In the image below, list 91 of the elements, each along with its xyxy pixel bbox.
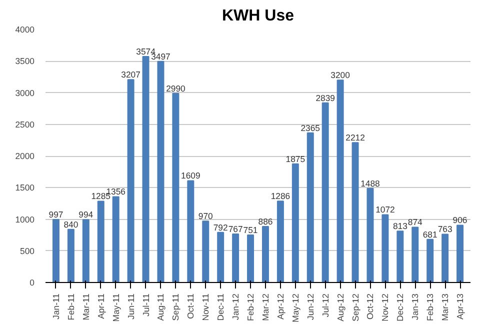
bar	[426, 238, 434, 282]
bar	[217, 232, 224, 282]
bar	[187, 180, 194, 282]
x-tick-label: Mar-11	[80, 293, 91, 320]
bar	[82, 219, 90, 282]
bar	[382, 214, 389, 282]
data-label: 2839	[316, 92, 336, 103]
bar	[292, 163, 299, 282]
x-tick-label: Dec-11	[216, 293, 226, 321]
bar	[276, 200, 284, 282]
data-label: 763	[438, 224, 452, 234]
data-label: 681	[422, 229, 438, 240]
x-tick-label: Feb-12	[246, 293, 256, 321]
y-tick-label: 3000	[15, 88, 35, 98]
data-label: 840	[64, 219, 78, 230]
y-tick-label: 1000	[15, 214, 35, 224]
bar	[232, 233, 240, 282]
x-tick-label: Dec-12	[395, 293, 406, 322]
bar	[322, 102, 329, 282]
data-label: 994	[78, 210, 94, 220]
chart-title: KWH Use	[222, 8, 294, 24]
data-label: 3200	[330, 70, 350, 80]
bar	[142, 56, 150, 282]
data-label: 997	[48, 209, 64, 220]
x-tick-label: Nov-12	[380, 293, 390, 322]
y-tick-label: 3500	[15, 56, 35, 66]
bar	[442, 234, 449, 282]
bar	[262, 226, 269, 282]
data-label: 3207	[121, 70, 141, 80]
x-tick-label: Apr-12	[275, 293, 286, 320]
data-label: 970	[198, 211, 214, 222]
data-label: 3574	[136, 46, 156, 56]
x-tick-label: Mar-13	[440, 293, 450, 321]
x-tick-label: Oct-11	[186, 293, 196, 319]
x-tick-label: Nov-11	[200, 293, 211, 321]
y-tick-label: 0	[30, 278, 35, 288]
x-tick-label: Jun-11	[126, 293, 136, 320]
data-label: 2990	[166, 83, 186, 94]
x-tick-label: Aug-12	[335, 293, 346, 322]
bar	[202, 220, 210, 282]
bar	[456, 224, 464, 282]
x-tick-label: Jan-11	[50, 293, 61, 320]
data-label: 886	[258, 216, 273, 226]
data-label: 1609	[181, 170, 200, 181]
y-tick-label: 1500	[15, 182, 35, 193]
y-tick-label: 500	[20, 246, 35, 256]
bar	[247, 234, 254, 282]
data-label: 2212	[346, 132, 366, 143]
data-label: 906	[452, 215, 468, 226]
data-label: 767	[228, 224, 243, 234]
bar	[306, 132, 314, 282]
x-tick-label: Jun-12	[305, 293, 316, 320]
data-label: 1286	[270, 191, 290, 202]
bar	[172, 92, 180, 282]
y-tick-label: 2500	[15, 119, 35, 130]
bar	[127, 79, 134, 282]
x-tick-label: Jul-11	[140, 293, 151, 316]
data-label: 1875	[286, 154, 306, 164]
bar	[67, 228, 74, 282]
data-label: 2365	[300, 122, 320, 133]
x-tick-label: Apr-11	[96, 293, 106, 319]
x-tick-label: Jul-12	[320, 293, 330, 318]
bar	[52, 218, 60, 282]
bar	[412, 226, 419, 282]
bar	[112, 196, 120, 282]
x-tick-label: Feb-13	[425, 293, 436, 321]
y-tick-label: 4000	[15, 24, 35, 34]
bar	[336, 80, 344, 282]
data-label: 813	[392, 221, 408, 232]
x-tick-label: Mar-12	[260, 293, 270, 321]
x-tick-label: May-11	[110, 293, 121, 322]
data-label: 792	[213, 222, 228, 232]
bar	[97, 200, 104, 282]
x-tick-label: Sep-12	[350, 293, 360, 322]
x-tick-label: Jan-13	[410, 293, 420, 320]
x-tick-label: Sep-11	[170, 293, 181, 321]
data-label: 874	[408, 217, 423, 228]
x-tick-label: Oct-12	[365, 293, 376, 320]
x-tick-label: May-12	[290, 293, 300, 322]
x-tick-label: Apr-13	[455, 293, 466, 320]
bar	[366, 188, 374, 282]
bar	[157, 60, 164, 282]
x-tick-label: Feb-11	[66, 293, 76, 320]
data-label: 1072	[376, 204, 396, 215]
y-tick-label: 2000	[15, 151, 35, 161]
bar	[352, 142, 359, 282]
x-tick-label: Jan-12	[230, 293, 241, 320]
x-tick-label: Aug-11	[156, 293, 166, 321]
data-label: 751	[243, 225, 258, 235]
data-label: 1488	[360, 178, 380, 188]
bar	[396, 230, 404, 282]
